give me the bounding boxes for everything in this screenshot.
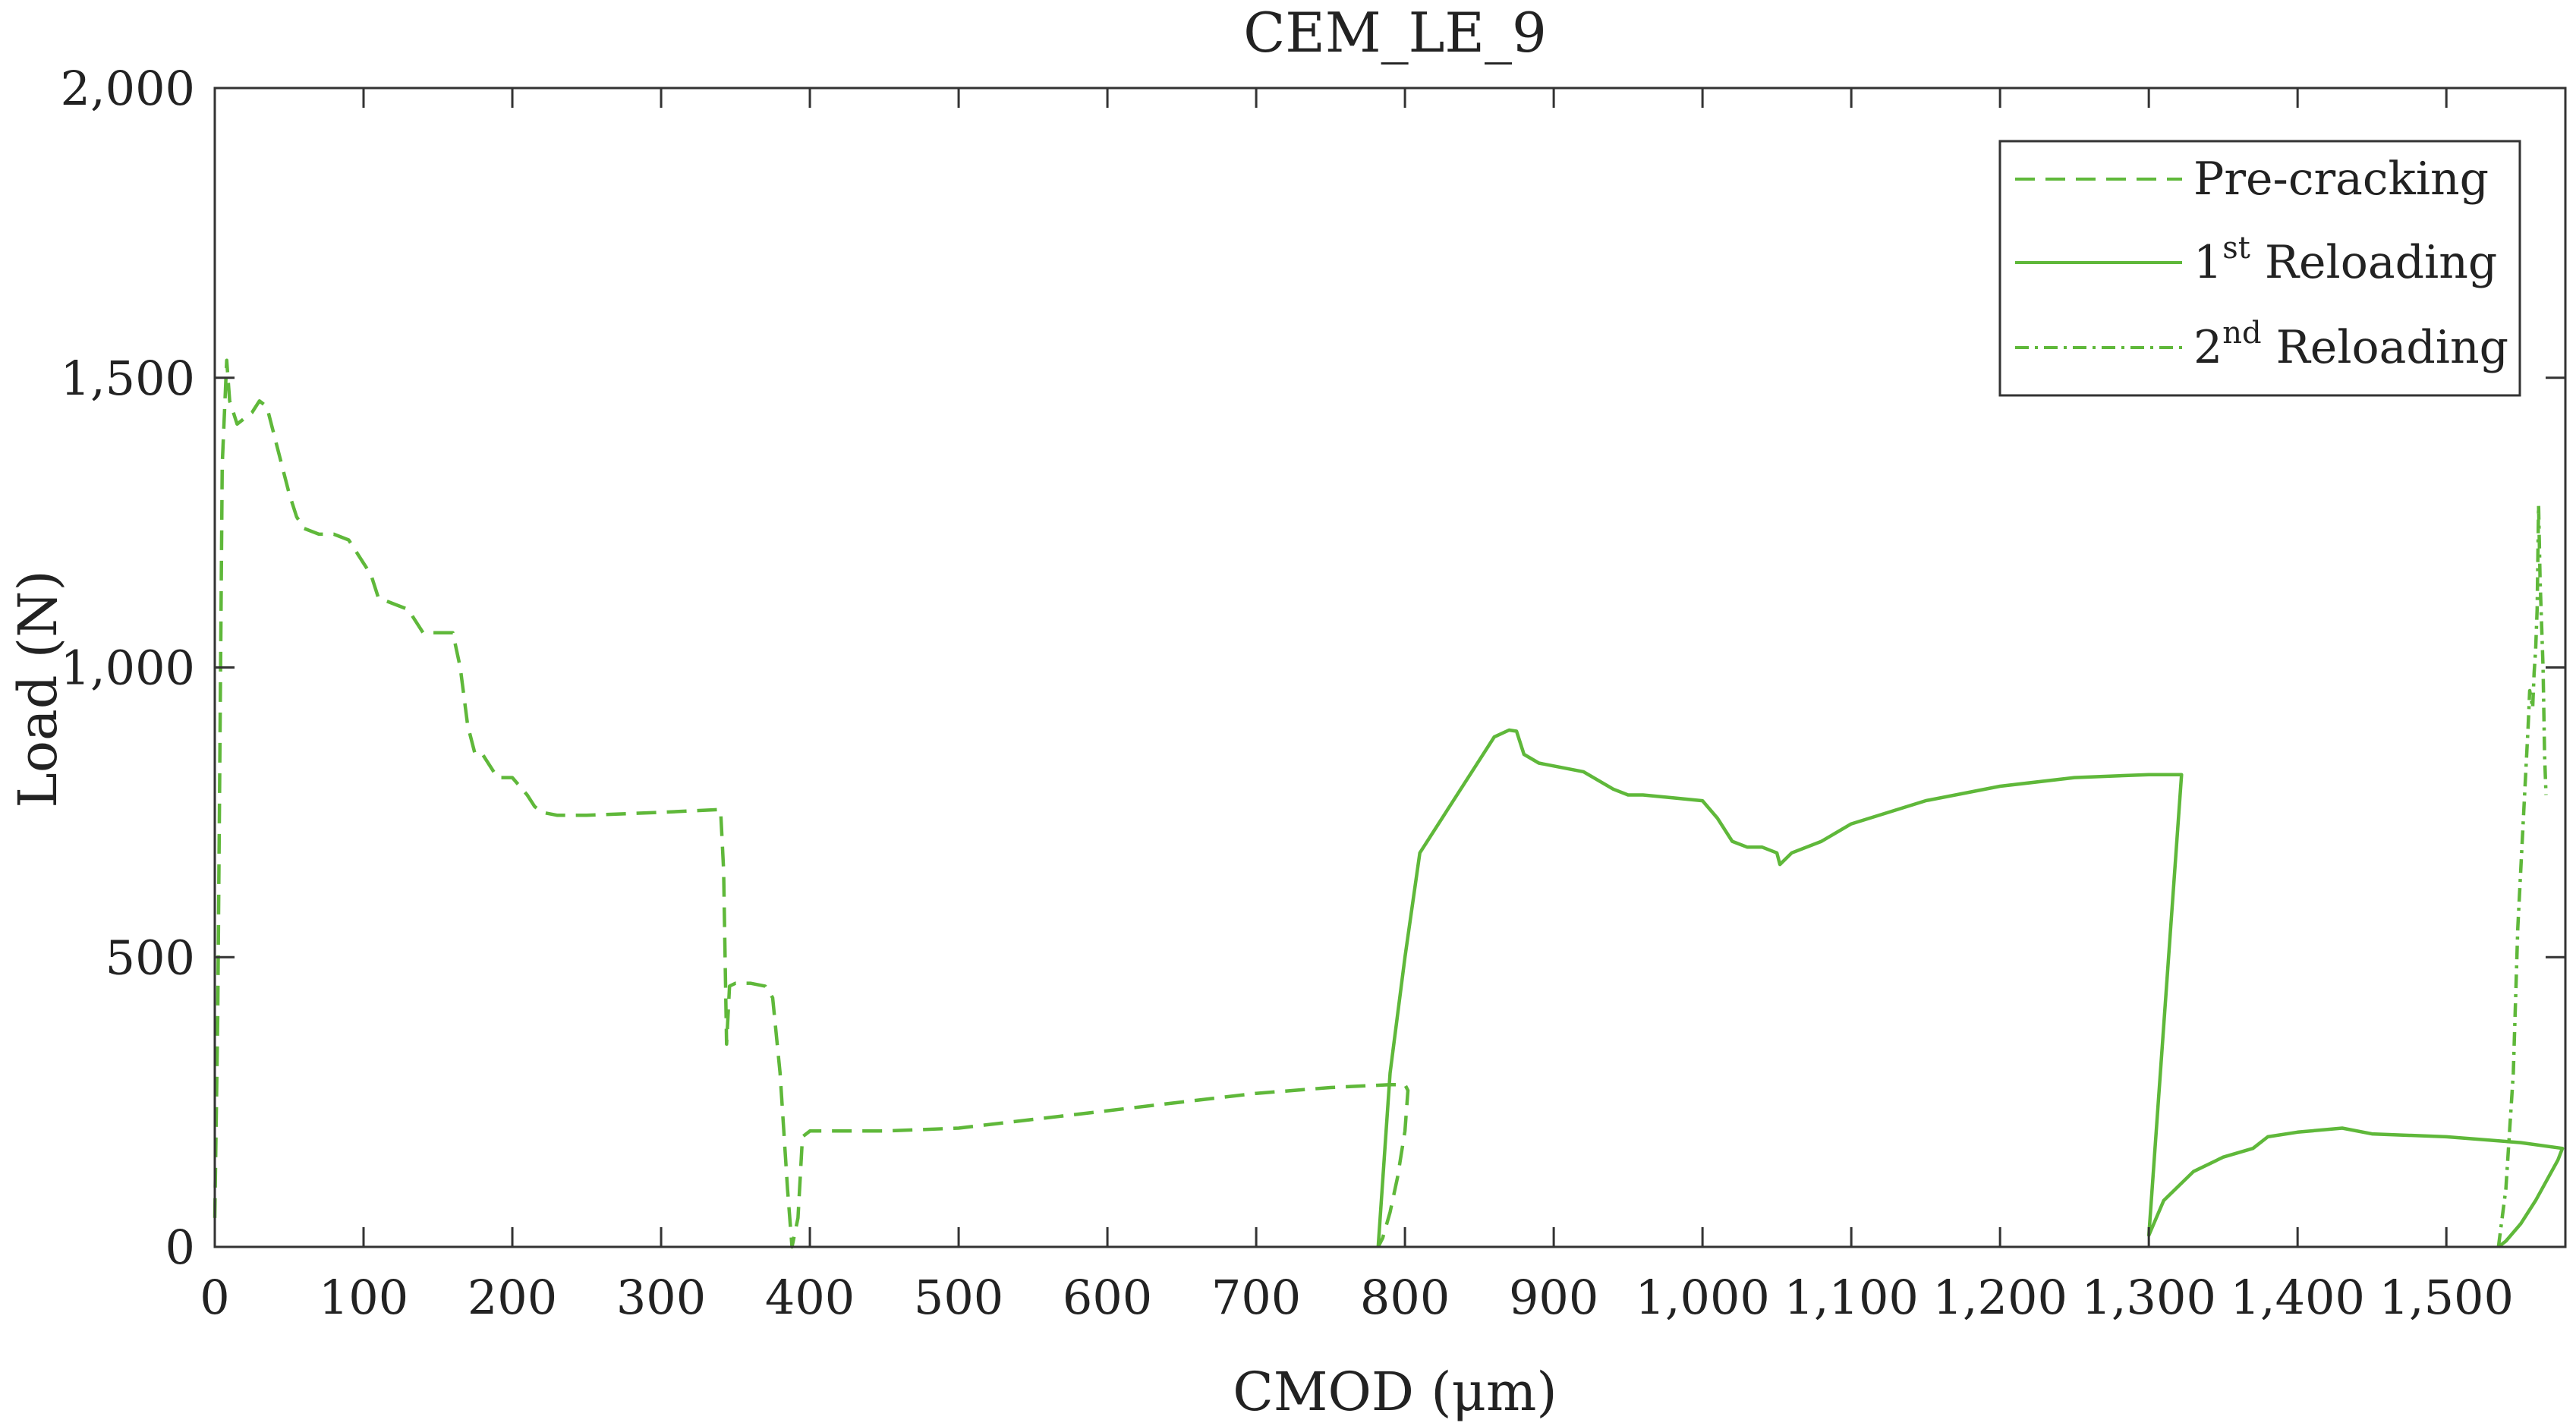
- y-tick-label: 2,000: [61, 61, 196, 116]
- series-line-3: [2496, 503, 2548, 1248]
- x-tick-label: 400: [765, 1270, 855, 1325]
- chart-title: CEM_LE_9: [1243, 1, 1547, 65]
- x-tick-label: 200: [468, 1270, 557, 1325]
- x-tick-label: 500: [914, 1270, 1003, 1325]
- y-tick-label: 1,500: [61, 351, 196, 406]
- y-tick-label: 0: [165, 1220, 195, 1275]
- x-axis-title: CMOD (μm): [1233, 1361, 1557, 1423]
- x-tick-label: 100: [319, 1270, 408, 1325]
- x-tick-label: 1,300: [2081, 1270, 2216, 1325]
- x-tick-label: 1,200: [1932, 1270, 2067, 1325]
- y-tick-label: 1,000: [61, 641, 196, 696]
- x-tick-label: 1,400: [2230, 1270, 2365, 1325]
- x-tick-label: 800: [1360, 1270, 1450, 1325]
- x-tick-label: 1,100: [1784, 1270, 1919, 1325]
- x-tick-label: 1,500: [2379, 1270, 2514, 1325]
- x-axis: 0 100 200 300 400 500 600 700 800 900 1,000 1,100 1,…: [200, 88, 2514, 1325]
- series-layer: [213, 358, 2565, 1249]
- legend-label-2: 1st Reloading: [2193, 231, 2497, 289]
- legend-label-1: Pre-cracking: [2193, 153, 2489, 206]
- y-tick-label: 500: [105, 930, 195, 985]
- legend-label-3: 2nd Reloading: [2193, 316, 2508, 374]
- x-tick-label: 0: [200, 1270, 229, 1325]
- legend-box: [1998, 140, 2521, 397]
- x-tick-label: 1,000: [1635, 1270, 1770, 1325]
- x-tick-label: 600: [1063, 1270, 1152, 1325]
- x-tick-label: 900: [1509, 1270, 1598, 1325]
- y-axis: 0 500 1,000 1,500 2,000: [61, 61, 2565, 1275]
- x-tick-label: 300: [616, 1270, 706, 1325]
- legend: Pre-cracking 1st Reloading 2nd Reloading: [1998, 140, 2521, 397]
- x-tick-label: 700: [1211, 1270, 1301, 1325]
- series-line-2: [1376, 728, 2565, 1248]
- y-axis-title: Load (N): [7, 570, 69, 807]
